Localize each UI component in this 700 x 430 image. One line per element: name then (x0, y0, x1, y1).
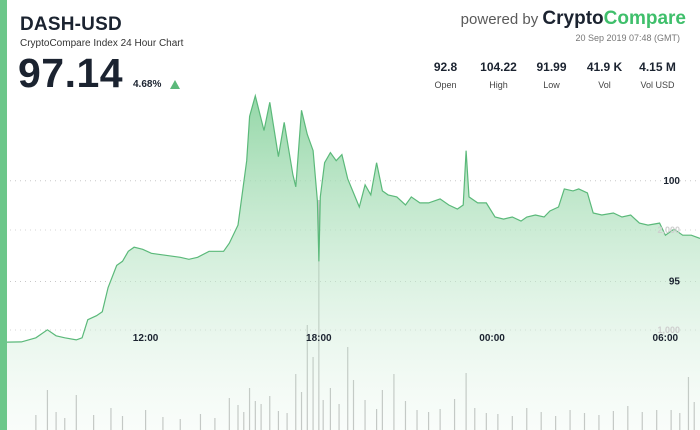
axis-labels: 100 95 2,000 1,000 12:00 18:00 00:00 06:00 (133, 176, 681, 344)
stat-label: Low (543, 80, 560, 90)
timestamp: 20 Sep 2019 07:48 (GMT) (575, 33, 680, 43)
price-tick-label: 95 (669, 276, 681, 287)
accent-bar (0, 0, 7, 430)
price-change: 4.68% (133, 79, 162, 90)
powered-by[interactable]: powered by CryptoCompare (461, 8, 686, 30)
stat-low: 91.99 Low (525, 60, 578, 90)
pair-title: DASH-USD (20, 14, 122, 35)
stat-value: 92.8 (433, 60, 458, 74)
time-tick-label: 00:00 (479, 333, 505, 344)
time-tick-label: 06:00 (653, 333, 679, 344)
stat-open: 92.8 Open (419, 60, 472, 90)
volume-tick-label: 2,000 (657, 225, 680, 235)
brand-logo-part2: Compare (603, 8, 686, 29)
time-tick-label: 12:00 (133, 333, 159, 344)
stat-label: Vol (598, 80, 611, 90)
powered-by-text: powered by (460, 11, 539, 28)
stat-label: High (489, 80, 508, 90)
stat-value: 91.99 (536, 60, 567, 74)
chart-subtitle: CryptoCompare Index 24 Hour Chart (20, 38, 184, 49)
stat-value: 104.22 (480, 60, 517, 74)
stat-value: 4.15 M (639, 60, 676, 74)
price-line (6, 93, 700, 343)
up-arrow-icon (170, 80, 180, 89)
price-area (7, 95, 700, 430)
brand-logo-part1: Crypto (542, 8, 604, 29)
volume-tick-label: 1,000 (657, 325, 680, 335)
stats-row: 92.8 Open 104.22 High 91.99 Low 41.9 K V… (419, 60, 684, 90)
stat-vol: 41.9 K Vol (578, 60, 631, 90)
stat-value: 41.9 K (586, 60, 623, 74)
price-tick-label: 100 (663, 176, 680, 187)
stat-label: Open (434, 80, 457, 90)
stat-high: 104.22 High (472, 60, 525, 90)
time-tick-label: 18:00 (306, 333, 332, 344)
current-price: 97.14 (18, 50, 124, 96)
stat-vol-usd: 4.15 M Vol USD (631, 60, 684, 90)
stat-label: Vol USD (640, 80, 675, 90)
